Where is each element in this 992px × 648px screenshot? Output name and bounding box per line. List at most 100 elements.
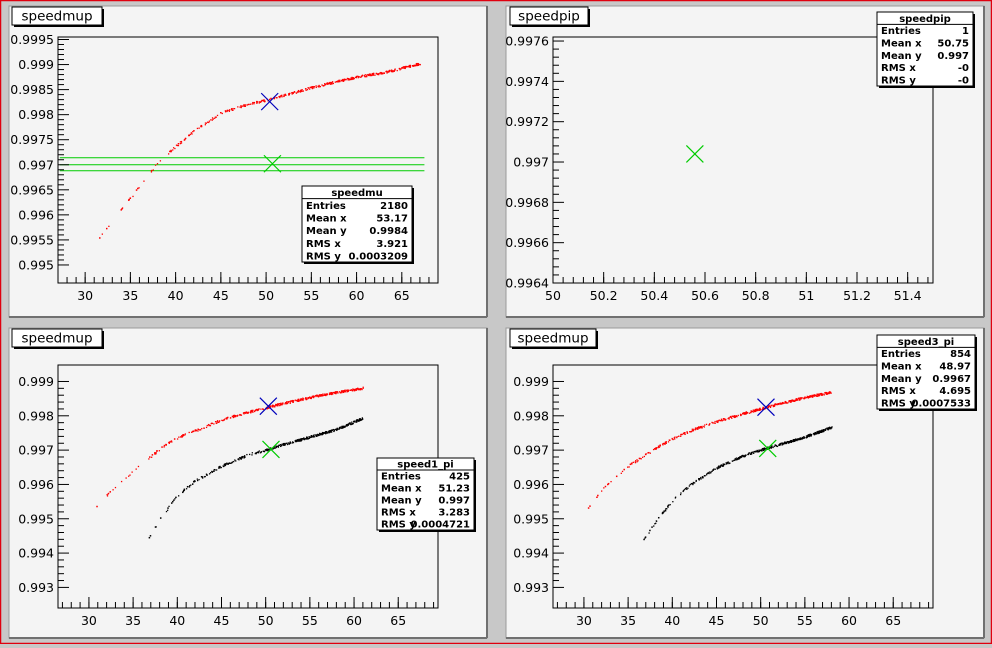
data-point	[727, 461, 729, 463]
data-point	[257, 408, 260, 411]
y-tick-label: 0.998	[18, 107, 54, 122]
data-point	[283, 443, 285, 445]
chart-panel-3: 0.993 0.994 0.995 0.996 0.997 0.998 0.999 30 35 4…	[8, 327, 488, 639]
data-point	[780, 402, 783, 405]
data-point	[312, 436, 314, 438]
data-point	[823, 429, 825, 431]
y-tick-label: 0.999	[18, 57, 54, 72]
stats-label: Entries	[381, 472, 421, 483]
data-point	[779, 444, 781, 446]
stats-label: RMS x	[881, 386, 916, 397]
data-point	[344, 391, 347, 393]
data-point	[762, 408, 764, 410]
data-point	[325, 83, 327, 86]
data-point	[654, 523, 656, 525]
data-point	[823, 430, 825, 433]
data-point	[667, 504, 670, 506]
data-point	[284, 93, 286, 95]
data-point	[204, 124, 207, 126]
y-tick-label: 0.9966	[505, 235, 549, 250]
data-point	[232, 414, 235, 417]
data-point	[295, 439, 297, 442]
data-point	[341, 426, 344, 428]
chart-panel-1: 0.995 0.9955 0.996 0.9965 0.997 0.9975 0.998 0.…	[8, 5, 488, 318]
data-point	[192, 483, 194, 485]
data-point	[355, 419, 358, 421]
data-point	[647, 452, 650, 454]
stats-label: RMS y	[306, 252, 341, 263]
data-point	[693, 428, 695, 430]
data-point	[194, 430, 196, 432]
data-point	[750, 453, 752, 455]
data-point	[809, 396, 811, 398]
data-point	[212, 118, 214, 120]
data-point	[234, 414, 236, 417]
x-tick-label: 50	[258, 613, 274, 628]
data-point	[283, 442, 285, 445]
data-point	[243, 104, 245, 106]
data-point	[686, 431, 688, 434]
data-point	[214, 421, 217, 423]
data-point	[317, 86, 320, 88]
data-point	[296, 439, 298, 441]
data-point	[372, 72, 374, 75]
x-tick-label: 51.2	[843, 288, 871, 303]
data-point	[325, 394, 327, 397]
data-point	[328, 430, 330, 432]
data-point	[803, 435, 805, 438]
data-point	[185, 488, 188, 490]
data-point	[355, 420, 358, 422]
data-point	[735, 457, 738, 459]
data-point	[263, 100, 266, 102]
data-point	[151, 456, 153, 458]
data-point	[735, 415, 738, 417]
data-point	[303, 437, 305, 439]
data-point	[745, 454, 747, 457]
data-point	[356, 421, 358, 423]
data-point	[211, 119, 214, 121]
data-point	[276, 405, 278, 407]
data-point	[637, 460, 639, 462]
data-point	[316, 394, 318, 397]
data-point	[205, 122, 208, 124]
data-point	[730, 416, 732, 418]
data-point	[300, 399, 302, 402]
data-point	[686, 431, 688, 433]
data-point	[739, 413, 742, 415]
x-tick-label: 50.2	[590, 288, 618, 303]
data-point	[394, 68, 396, 70]
data-point	[324, 432, 327, 434]
data-point	[270, 406, 272, 408]
data-point	[728, 418, 730, 420]
stats-value: 3.283	[438, 508, 470, 519]
data-point	[239, 414, 241, 416]
data-point	[654, 447, 657, 449]
data-point	[756, 409, 758, 411]
data-point	[270, 98, 272, 100]
data-point	[281, 444, 283, 447]
stats-label: Mean x	[881, 362, 922, 373]
data-point	[320, 433, 322, 436]
data-point	[337, 392, 339, 394]
data-point	[799, 398, 801, 401]
data-point	[305, 89, 307, 91]
data-point	[318, 394, 320, 396]
data-point	[643, 538, 645, 541]
data-point	[149, 535, 152, 537]
data-point	[99, 237, 101, 239]
data-point	[361, 388, 363, 391]
data-point	[812, 395, 814, 397]
data-point	[409, 65, 412, 67]
data-point	[184, 433, 186, 435]
data-point	[810, 435, 812, 437]
data-point	[297, 399, 300, 401]
data-point	[227, 416, 229, 419]
data-point	[750, 410, 752, 412]
data-point	[233, 108, 236, 110]
data-point	[358, 76, 361, 78]
data-point	[717, 466, 719, 468]
data-point	[396, 69, 398, 72]
data-point	[342, 391, 344, 393]
data-point	[197, 428, 200, 431]
data-point	[683, 432, 685, 434]
